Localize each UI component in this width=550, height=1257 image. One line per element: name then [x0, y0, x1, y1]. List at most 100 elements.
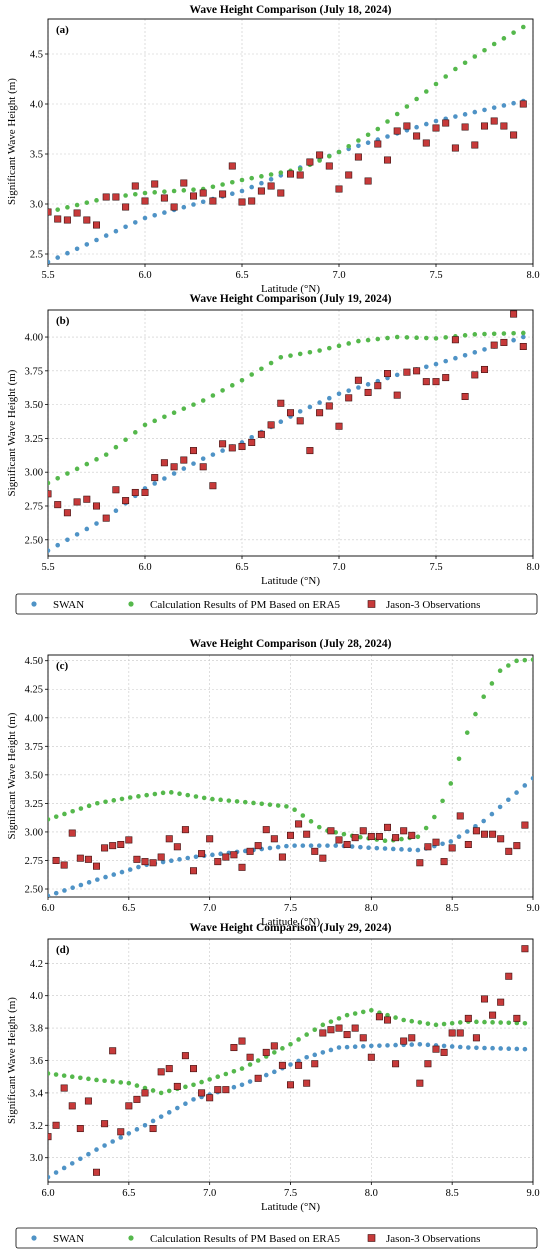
y-tick-label: 2.50: [25, 535, 43, 546]
x-tick-label: 5.5: [41, 562, 54, 573]
y-tick-label: 3.00: [25, 468, 43, 479]
swan-point: [111, 872, 117, 877]
pm-era5-point: [191, 1082, 196, 1088]
jason3-point: [383, 156, 391, 164]
swan-point: [74, 246, 80, 252]
swan-point: [113, 228, 119, 234]
jason3-point: [303, 830, 311, 838]
pm-era5-point: [207, 1077, 212, 1082]
swan-point: [514, 1046, 520, 1052]
plot-area: [48, 310, 527, 553]
pm-era5-point: [490, 1020, 495, 1025]
jason3-point: [149, 859, 157, 867]
jason3-point: [392, 1060, 400, 1068]
jason3-point: [206, 835, 214, 843]
y-tick-label: 4.00: [25, 333, 43, 344]
jason3-point: [422, 378, 430, 386]
pm-era5-point: [220, 388, 225, 393]
pm-era5-point: [409, 1018, 415, 1024]
y-tick-label: 3.75: [25, 366, 43, 377]
chart-panel-3: Wave Height Comparison (July 28, 2024) 6.…: [6, 638, 540, 928]
pm-era5-point: [113, 444, 119, 450]
jason3-point: [262, 826, 270, 834]
swan-point: [349, 844, 355, 849]
pm-era5-point: [136, 794, 141, 799]
pm-era5-point: [267, 802, 273, 807]
swan-point: [65, 250, 70, 256]
jason3-point: [277, 189, 285, 197]
jason3-point: [345, 171, 353, 179]
y-tick-label: 2.5: [30, 250, 43, 261]
legend-swan-marker: [31, 1235, 37, 1241]
jason3-point: [464, 1014, 472, 1022]
jason3-point: [246, 1053, 254, 1061]
legend-jason-label: Jason-3 Observations: [386, 1233, 480, 1245]
pm-era5-point: [65, 471, 70, 476]
pm-era5-point: [375, 126, 381, 132]
y-tick-label: 3.25: [25, 434, 43, 445]
y-tick-label: 3.50: [25, 770, 43, 781]
jason3-point: [230, 1044, 238, 1052]
jason3-point: [141, 488, 149, 496]
pm-era5-point: [278, 355, 284, 360]
legend-jason-marker: [367, 1234, 376, 1242]
jason3-point: [117, 1128, 125, 1136]
jason3-point: [254, 842, 262, 850]
x-tick-label: 8.0: [526, 562, 539, 573]
swan-point: [65, 537, 70, 543]
swan-point: [158, 1114, 164, 1119]
y-tick-label: 4.0: [30, 991, 43, 1002]
pm-era5-point: [328, 1019, 334, 1024]
pm-era5-point: [462, 333, 468, 338]
swan-point: [175, 1105, 180, 1111]
swan-point: [506, 1046, 512, 1051]
y-tick-label: 2.50: [25, 885, 43, 896]
pm-era5-point: [312, 1027, 318, 1033]
x-axis-label: Latitude (°N): [261, 916, 320, 928]
swan-point: [356, 143, 361, 149]
swan-point: [382, 846, 388, 851]
x-tick-label: 9.0: [526, 1188, 539, 1199]
jason3-point: [60, 861, 68, 869]
jason3-point: [432, 1045, 440, 1053]
swan-point: [448, 839, 454, 844]
jason3-point: [383, 370, 391, 378]
swan-point: [300, 843, 306, 848]
jason3-point: [209, 197, 217, 205]
pm-era5-point: [181, 406, 187, 411]
pm-era5-point: [521, 24, 526, 30]
pm-era5-point: [133, 430, 138, 435]
pm-era5-point: [506, 663, 511, 668]
swan-point: [200, 456, 206, 461]
swan-point: [317, 400, 322, 405]
swan-point: [193, 854, 199, 860]
legend-pm-marker: [128, 601, 134, 607]
swan-point: [94, 1147, 99, 1152]
pm-era5-point: [199, 1079, 204, 1085]
jason3-point: [278, 1061, 286, 1069]
jason3-point: [335, 185, 343, 193]
pm-era5-point: [69, 1074, 75, 1079]
swan-point: [183, 1101, 188, 1106]
pm-era5-point: [152, 418, 157, 424]
pm-era5-point: [103, 452, 109, 457]
jason3-point: [311, 847, 319, 855]
swan-point: [433, 361, 439, 367]
x-tick-label: 7.0: [332, 270, 345, 281]
pm-era5-point: [385, 119, 390, 124]
swan-point: [191, 202, 196, 207]
jason3-point: [464, 840, 472, 848]
swan-point: [506, 797, 511, 803]
x-axis-label: Latitude (°N): [261, 575, 320, 587]
swan-point: [456, 834, 462, 840]
chart-title: Wave Height Comparison (July 28, 2024): [190, 638, 392, 650]
jason3-point: [461, 123, 469, 131]
swan-point: [453, 355, 458, 361]
jason3-point: [190, 447, 198, 455]
jason3-point: [219, 440, 227, 448]
jason3-point: [296, 171, 304, 179]
jason3-point: [440, 858, 448, 866]
pm-era5-point: [320, 1022, 326, 1028]
jason3-point: [198, 850, 206, 858]
jason3-point: [306, 447, 314, 455]
